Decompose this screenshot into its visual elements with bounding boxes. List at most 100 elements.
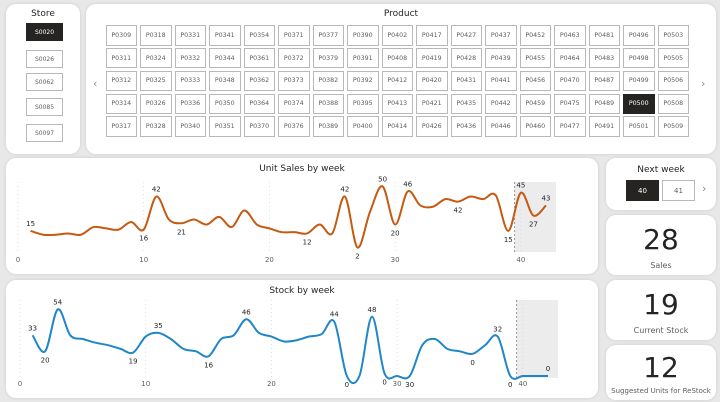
product-option-p0361[interactable]: P0361 xyxy=(243,48,275,69)
product-option-p0318[interactable]: P0318 xyxy=(140,25,172,46)
product-option-p0392[interactable]: P0392 xyxy=(347,70,379,92)
product-option-p0331[interactable]: P0331 xyxy=(174,25,206,46)
product-option-p0336[interactable]: P0336 xyxy=(174,93,206,114)
product-option-p0391[interactable]: P0391 xyxy=(347,48,379,69)
next-week-next-arrow-icon[interactable]: › xyxy=(702,182,707,195)
product-option-p0419[interactable]: P0419 xyxy=(416,48,448,69)
product-option-p0427[interactable]: P0427 xyxy=(450,25,482,46)
product-option-p0325[interactable]: P0325 xyxy=(140,70,172,92)
product-option-p0442[interactable]: P0442 xyxy=(485,93,517,114)
product-option-p0496[interactable]: P0496 xyxy=(623,25,655,46)
product-option-p0350[interactable]: P0350 xyxy=(209,93,241,114)
product-option-p0464[interactable]: P0464 xyxy=(554,48,586,69)
product-option-p0395[interactable]: P0395 xyxy=(347,93,379,114)
product-option-p0340[interactable]: P0340 xyxy=(174,116,206,137)
store-option-s0020[interactable]: S0020 xyxy=(26,23,63,41)
product-option-p0412[interactable]: P0412 xyxy=(381,70,413,92)
store-option-s0085[interactable]: S0085 xyxy=(26,98,63,116)
product-option-p0371[interactable]: P0371 xyxy=(278,25,310,46)
week-option-40[interactable]: 40 xyxy=(626,180,659,201)
product-option-p0499[interactable]: P0499 xyxy=(623,70,655,92)
product-option-p0374[interactable]: P0374 xyxy=(278,93,310,114)
store-option-s0062[interactable]: S0062 xyxy=(26,73,63,91)
product-option-p0459[interactable]: P0459 xyxy=(519,93,551,114)
product-option-p0509[interactable]: P0509 xyxy=(657,116,689,137)
product-option-p0431[interactable]: P0431 xyxy=(450,70,482,92)
product-option-p0362[interactable]: P0362 xyxy=(243,70,275,92)
product-option-p0498[interactable]: P0498 xyxy=(623,48,655,69)
product-slicer-title: Product xyxy=(383,9,419,19)
product-option-p0436[interactable]: P0436 xyxy=(450,116,482,137)
product-option-p0475[interactable]: P0475 xyxy=(554,93,586,114)
product-option-p0326[interactable]: P0326 xyxy=(140,93,172,114)
product-option-p0508[interactable]: P0508 xyxy=(657,93,689,114)
product-option-p0503[interactable]: P0503 xyxy=(657,25,689,46)
product-option-p0460[interactable]: P0460 xyxy=(519,116,551,137)
product-option-p0314[interactable]: P0314 xyxy=(105,93,137,114)
product-option-p0487[interactable]: P0487 xyxy=(588,70,620,92)
product-option-p0328[interactable]: P0328 xyxy=(140,116,172,137)
product-option-p0333[interactable]: P0333 xyxy=(174,70,206,92)
product-option-p0388[interactable]: P0388 xyxy=(312,93,344,114)
product-option-p0456[interactable]: P0456 xyxy=(519,70,551,92)
product-option-p0491[interactable]: P0491 xyxy=(588,116,620,137)
product-option-p0463[interactable]: P0463 xyxy=(554,25,586,46)
product-option-p0309[interactable]: P0309 xyxy=(105,25,137,46)
product-option-p0483[interactable]: P0483 xyxy=(588,48,620,69)
product-option-p0421[interactable]: P0421 xyxy=(416,93,448,114)
product-option-p0501[interactable]: P0501 xyxy=(623,116,655,137)
product-option-p0354[interactable]: P0354 xyxy=(243,25,275,46)
product-option-p0414[interactable]: P0414 xyxy=(381,116,413,137)
product-option-p0372[interactable]: P0372 xyxy=(278,48,310,69)
product-next-arrow-icon[interactable]: › xyxy=(701,77,706,90)
data-label: 42 xyxy=(340,186,349,194)
product-option-p0470[interactable]: P0470 xyxy=(554,70,586,92)
product-option-p0389[interactable]: P0389 xyxy=(312,116,344,137)
week-option-41[interactable]: 41 xyxy=(662,180,695,201)
product-option-p0417[interactable]: P0417 xyxy=(416,25,448,46)
product-option-p0370[interactable]: P0370 xyxy=(243,116,275,137)
product-option-p0455[interactable]: P0455 xyxy=(519,48,551,69)
product-option-p0437[interactable]: P0437 xyxy=(485,25,517,46)
product-option-p0441[interactable]: P0441 xyxy=(485,70,517,92)
product-option-p0439[interactable]: P0439 xyxy=(485,48,517,69)
product-option-p0332[interactable]: P0332 xyxy=(174,48,206,69)
product-option-p0379[interactable]: P0379 xyxy=(312,48,344,69)
product-option-p0312[interactable]: P0312 xyxy=(105,70,137,92)
product-option-p0481[interactable]: P0481 xyxy=(588,25,620,46)
product-option-p0373[interactable]: P0373 xyxy=(278,70,310,92)
product-option-p0382[interactable]: P0382 xyxy=(312,70,344,92)
data-label: 44 xyxy=(330,311,339,319)
product-option-p0351[interactable]: P0351 xyxy=(209,116,241,137)
product-option-p0489[interactable]: P0489 xyxy=(588,93,620,114)
product-option-p0452[interactable]: P0452 xyxy=(519,25,551,46)
product-option-p0435[interactable]: P0435 xyxy=(450,93,482,114)
store-option-s0097[interactable]: S0097 xyxy=(26,124,63,142)
product-option-p0446[interactable]: P0446 xyxy=(485,116,517,137)
product-option-p0341[interactable]: P0341 xyxy=(209,25,241,46)
store-option-s0026[interactable]: S0026 xyxy=(26,50,63,68)
product-option-p0477[interactable]: P0477 xyxy=(554,116,586,137)
product-option-p0376[interactable]: P0376 xyxy=(278,116,310,137)
product-option-p0505[interactable]: P0505 xyxy=(657,48,689,69)
forecast-band xyxy=(516,300,558,378)
product-option-p0344[interactable]: P0344 xyxy=(209,48,241,69)
product-option-p0377[interactable]: P0377 xyxy=(312,25,344,46)
product-option-p0428[interactable]: P0428 xyxy=(450,48,482,69)
product-option-p0420[interactable]: P0420 xyxy=(416,70,448,92)
product-option-p0402[interactable]: P0402 xyxy=(381,25,413,46)
product-option-p0364[interactable]: P0364 xyxy=(243,93,275,114)
product-option-p0413[interactable]: P0413 xyxy=(381,93,413,114)
product-option-p0500[interactable]: P0500 xyxy=(623,93,655,114)
product-option-p0506[interactable]: P0506 xyxy=(657,70,689,92)
product-option-p0348[interactable]: P0348 xyxy=(209,70,241,92)
product-option-p0390[interactable]: P0390 xyxy=(347,25,379,46)
product-option-p0426[interactable]: P0426 xyxy=(416,116,448,137)
product-option-p0317[interactable]: P0317 xyxy=(105,116,137,137)
product-option-p0324[interactable]: P0324 xyxy=(140,48,172,69)
product-option-p0311[interactable]: P0311 xyxy=(105,48,137,69)
x-tick-label: 0 xyxy=(16,256,20,264)
product-option-p0400[interactable]: P0400 xyxy=(347,116,379,137)
product-prev-arrow-icon[interactable]: ‹ xyxy=(93,77,98,90)
product-option-p0408[interactable]: P0408 xyxy=(381,48,413,69)
